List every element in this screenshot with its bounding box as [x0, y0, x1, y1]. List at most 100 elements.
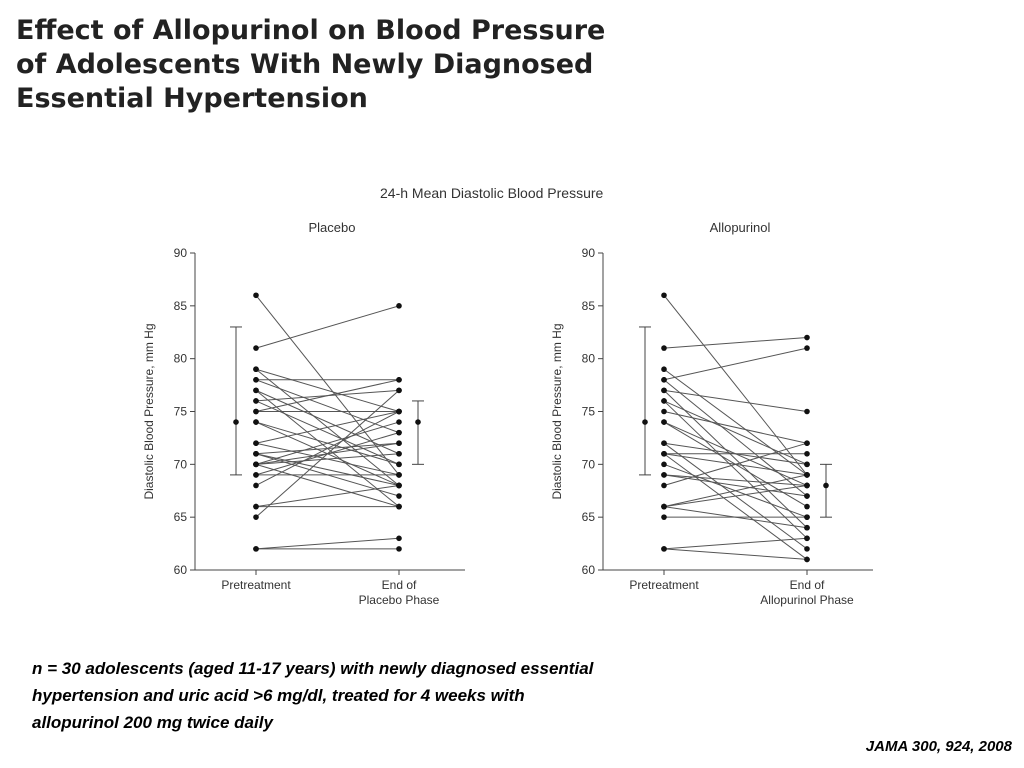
subject-line	[663, 390, 808, 529]
posttreatment-point	[804, 535, 810, 542]
y-tick-label: 70	[582, 457, 596, 471]
subject-line	[255, 305, 400, 349]
subject-line	[255, 421, 400, 465]
y-tick-label: 90	[174, 246, 188, 260]
study-caption: n = 30 adolescents (aged 11-17 years) wi…	[32, 655, 712, 736]
subject-line	[255, 389, 400, 455]
y-axis-label: Diastolic Blood Pressure, mm Hg	[142, 323, 156, 499]
pretreatment-point	[661, 503, 667, 510]
pretreatment-point	[661, 387, 667, 394]
posttreatment-point	[804, 461, 810, 468]
pretreatment-mean-point	[642, 419, 648, 425]
caption-line: n = 30 adolescents (aged 11-17 years) wi…	[32, 659, 594, 678]
subject-line	[255, 463, 400, 508]
pretreatment-point	[253, 419, 259, 425]
panel-title: Placebo	[309, 220, 356, 235]
posttreatment-point	[804, 334, 810, 341]
pretreatment-point	[253, 472, 259, 478]
pretreatment-point	[253, 482, 259, 489]
slide-title-line: of Adolescents With Newly Diagnosed	[16, 49, 594, 80]
pretreatment-point	[661, 366, 667, 373]
pretreatment-mean-point	[233, 419, 239, 425]
posttreatment-point	[396, 429, 402, 436]
posttreatment-point	[396, 377, 402, 383]
subject-line	[255, 389, 400, 518]
subject-line	[663, 453, 808, 560]
panel-title: Allopurinol	[710, 220, 771, 235]
subject-line	[663, 389, 808, 412]
subject-line	[255, 400, 400, 465]
posttreatment-mean-point	[415, 419, 421, 425]
posttreatment-point	[396, 419, 402, 425]
posttreatment-point	[804, 514, 810, 520]
y-tick-label: 80	[174, 352, 188, 366]
pretreatment-point	[661, 398, 667, 404]
pretreatment-point	[661, 482, 667, 489]
caption-line: allopurinol 200 mg twice daily	[32, 713, 273, 732]
subject-line	[663, 548, 808, 560]
posttreatment-point	[396, 472, 402, 478]
pretreatment-point	[253, 450, 259, 457]
subject-line	[663, 294, 808, 476]
y-axis-label: Diastolic Blood Pressure, mm Hg	[550, 323, 564, 499]
subject-line	[663, 347, 808, 381]
subject-line	[255, 379, 400, 412]
subject-line	[663, 400, 808, 539]
posttreatment-point	[396, 387, 402, 394]
pretreatment-point	[661, 461, 667, 468]
slide-title: Effect of Allopurinol on Blood Pressure …	[16, 14, 616, 116]
subject-line	[255, 368, 400, 412]
caption-line: hypertension and uric acid >6 mg/dl, tre…	[32, 686, 525, 705]
pretreatment-point	[661, 514, 667, 520]
citation: JAMA 300, 924, 2008	[865, 738, 1012, 755]
posttreatment-point	[396, 440, 402, 447]
x-tick-label: Allopurinol Phase	[760, 593, 854, 607]
posttreatment-point	[396, 535, 402, 542]
subject-line	[663, 474, 808, 486]
y-tick-label: 90	[582, 246, 596, 260]
y-tick-label: 70	[174, 457, 188, 471]
subject-line	[663, 411, 808, 444]
subject-line	[663, 400, 808, 465]
posttreatment-point	[396, 408, 402, 415]
pretreatment-point	[661, 546, 667, 552]
pretreatment-point	[661, 450, 667, 457]
y-tick-label: 85	[174, 299, 188, 313]
x-tick-label: Placebo Phase	[359, 593, 440, 607]
posttreatment-mean-point	[823, 482, 829, 489]
pretreatment-point	[661, 292, 667, 299]
pretreatment-point	[253, 408, 259, 415]
slide-title-line: Effect of Allopurinol on Blood Pressure	[16, 15, 606, 46]
y-tick-label: 60	[174, 563, 188, 577]
pretreatment-point	[253, 514, 259, 520]
pretreatment-point	[253, 546, 259, 552]
posttreatment-point	[804, 493, 810, 499]
subject-line	[663, 537, 808, 550]
subject-line	[255, 537, 400, 550]
x-tick-label: End of	[790, 578, 825, 592]
chart-title: 24-h Mean Diastolic Blood Pressure	[380, 185, 604, 201]
posttreatment-point	[804, 408, 810, 415]
posttreatment-point	[804, 345, 810, 351]
posttreatment-point	[804, 482, 810, 489]
pretreatment-point	[253, 440, 259, 447]
x-tick-label: End of	[382, 578, 417, 592]
posttreatment-point	[804, 556, 810, 563]
x-tick-label: Pretreatment	[221, 578, 291, 592]
x-tick-label: Pretreatment	[629, 578, 699, 592]
subject-line	[663, 337, 808, 349]
subject-line	[663, 442, 808, 486]
y-tick-label: 85	[582, 299, 596, 313]
subject-line	[255, 453, 400, 465]
posttreatment-point	[396, 303, 402, 309]
pretreatment-point	[661, 419, 667, 425]
posttreatment-point	[396, 493, 402, 499]
posttreatment-point	[396, 503, 402, 510]
posttreatment-point	[804, 440, 810, 447]
subject-line	[255, 411, 400, 444]
subject-line	[663, 368, 808, 476]
posttreatment-point	[396, 461, 402, 468]
pretreatment-point	[253, 345, 259, 351]
pretreatment-point	[253, 387, 259, 394]
